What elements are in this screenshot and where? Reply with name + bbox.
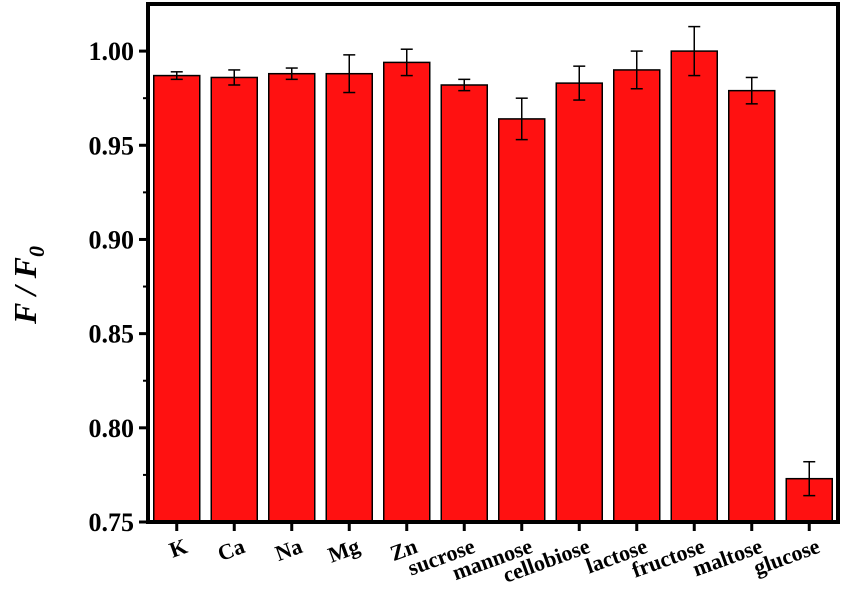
bar-maltose xyxy=(728,89,776,523)
bars-group xyxy=(153,50,833,523)
bar-Mg xyxy=(325,72,373,523)
bar-Na xyxy=(268,72,316,523)
x-axis: K Ca Na Mg Znsucrosemannosecellobioselactose… xyxy=(166,522,823,588)
bar-Ca xyxy=(210,76,258,523)
x-tick-label: glucose xyxy=(750,533,823,580)
y-axis-label: F / F0 xyxy=(7,246,49,325)
bar-K xyxy=(153,74,201,523)
error-bar-K xyxy=(170,71,183,81)
y-tick-label: 1.00 xyxy=(89,37,135,66)
y-tick-label: 0.95 xyxy=(89,131,135,160)
x-tick-label: Ca xyxy=(214,533,248,566)
error-bar-sucrose xyxy=(458,78,471,92)
bar-mannose xyxy=(498,118,546,523)
x-tick-label: Na xyxy=(272,533,306,566)
plot-frame xyxy=(146,2,840,524)
bar-Zn xyxy=(383,61,431,523)
x-tick-label: K xyxy=(166,533,191,562)
error-bar-mannose xyxy=(515,97,528,141)
bar-fructose xyxy=(670,50,718,523)
error-bar-fructose xyxy=(688,25,701,77)
bar-lactose xyxy=(613,69,661,523)
error-bar-Zn xyxy=(400,48,413,77)
error-bar-cellobiose xyxy=(573,65,586,101)
bar-cellobiose xyxy=(555,82,603,523)
error-bar-Mg xyxy=(343,54,356,94)
y-tick-label: 0.75 xyxy=(89,508,135,537)
error-bar-Na xyxy=(285,67,298,81)
error-bar-Ca xyxy=(228,69,241,86)
y-tick-label: 0.90 xyxy=(89,225,135,254)
x-tick-label: Mg xyxy=(325,533,363,567)
y-tick-label: 0.85 xyxy=(89,320,135,349)
error-bar-glucose xyxy=(803,460,816,497)
y-axis: 0.75 0.80 0.85 0.90 0.95 1.00 xyxy=(89,37,148,537)
y-tick-label: 0.80 xyxy=(89,414,135,443)
error-bar-lactose xyxy=(630,50,643,90)
bar-sucrose xyxy=(440,84,488,523)
error-bars-group xyxy=(170,25,816,497)
error-bar-maltose xyxy=(745,76,758,105)
